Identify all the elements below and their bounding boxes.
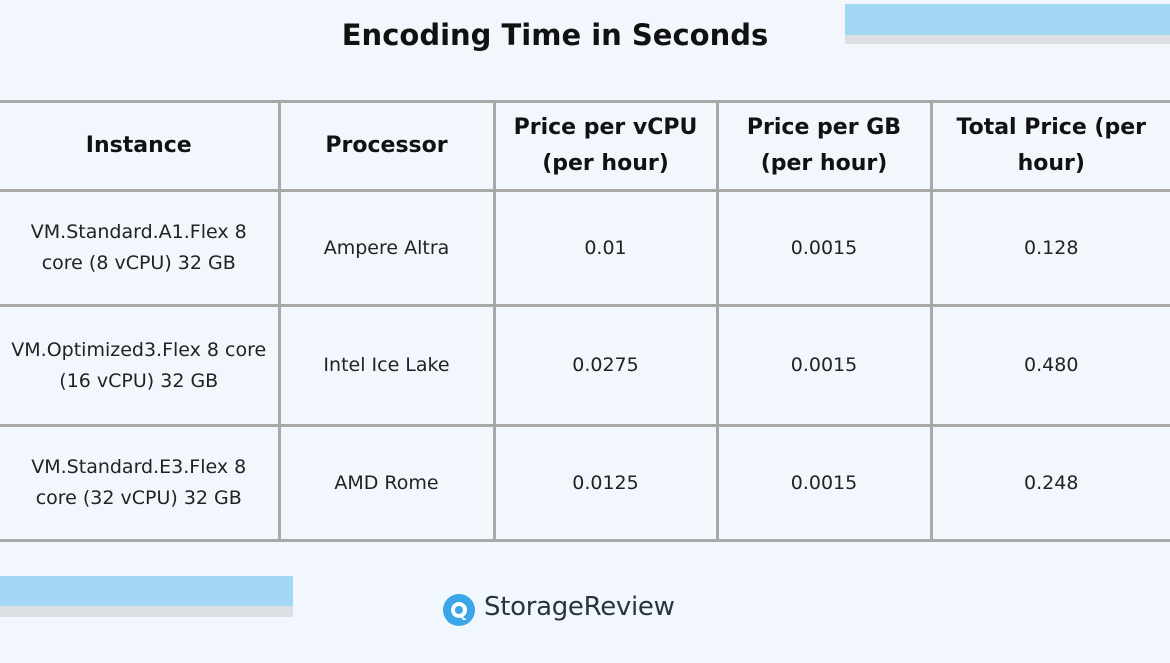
table-row: VM.Standard.A1.Flex 8 core (8 vCPU) 32 G… <box>0 189 1170 307</box>
table-cell: AMD Rome <box>277 424 496 542</box>
decor-bar-shadow <box>0 606 293 617</box>
brand: StorageReview <box>484 592 675 622</box>
table-body: VM.Standard.A1.Flex 8 core (8 vCPU) 32 G… <box>0 189 1170 542</box>
table-cell: 0.0275 <box>492 304 719 427</box>
table-cell: VM.Standard.A1.Flex 8 core (8 vCPU) 32 G… <box>0 189 281 307</box>
table-cell: 0.248 <box>929 424 1170 542</box>
table-cell: 0.0125 <box>492 424 719 542</box>
column-header: Price per vCPU (per hour) <box>492 100 719 192</box>
decor-bar-shadow <box>845 35 1170 44</box>
column-header: Instance <box>0 100 281 192</box>
table-cell: Ampere Altra <box>277 189 496 307</box>
table-cell: 0.0015 <box>715 424 933 542</box>
header-row: Instance Processor Price per vCPU (per hou… <box>0 100 1170 192</box>
column-header: Processor <box>277 100 496 192</box>
logo <box>443 594 475 626</box>
table-cell: Intel Ice Lake <box>277 304 496 427</box>
table-cell: VM.Optimized3.Flex 8 core (16 vCPU) 32 G… <box>0 304 281 427</box>
table-cell: 0.128 <box>929 189 1170 307</box>
table-row: VM.Optimized3.Flex 8 core (16 vCPU) 32 G… <box>0 304 1170 427</box>
decor-bar <box>0 576 293 606</box>
column-header: Total Price (per hour) <box>929 100 1170 192</box>
table-cell: 0.0015 <box>715 189 933 307</box>
table-cell: VM.Standard.E3.Flex 8 core (32 vCPU) 32 … <box>0 424 281 542</box>
table-row: VM.Standard.E3.Flex 8 core (32 vCPU) 32 … <box>0 424 1170 542</box>
table-cell: 0.0015 <box>715 304 933 427</box>
table-cell: 0.480 <box>929 304 1170 427</box>
column-header: Price per GB (per hour) <box>715 100 933 192</box>
price-table: Instance Processor Price per vCPU (per hou… <box>0 100 1170 542</box>
title: Encoding Time in Seconds <box>341 18 769 52</box>
decor-bar <box>845 4 1170 35</box>
table-cell: 0.01 <box>492 189 719 307</box>
